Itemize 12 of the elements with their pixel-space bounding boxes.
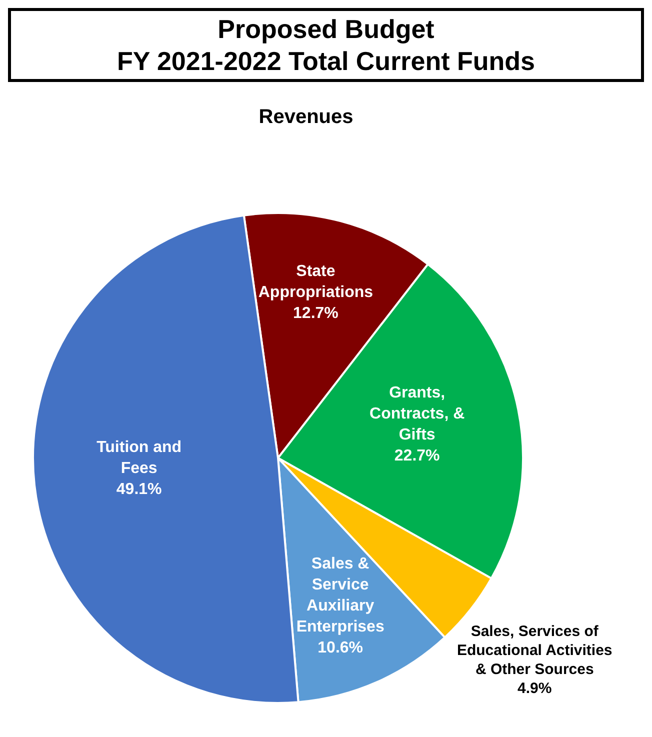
data-label: 4.9%: [518, 679, 552, 696]
data-label: 10.6%: [318, 638, 364, 656]
data-label: 12.7%: [293, 304, 338, 322]
slice-label: Sales & Service Auxiliary Enterprises: [296, 554, 384, 635]
slice-label: Tuition and Fees: [96, 438, 182, 476]
slice-label: Sales, Services of Educational Activities & Other Sources: [456, 622, 612, 678]
slice-label: State Appropriations: [258, 262, 374, 300]
chart-title: Proposed Budget FY 2021-2022 Total Current Funds: [116, 13, 536, 77]
chart-subtitle: Revenues: [258, 106, 354, 129]
data-label: 49.1%: [116, 480, 162, 498]
slice-label: Grants, Contracts, & Gifts: [370, 384, 466, 443]
data-label: 22.7%: [394, 446, 440, 464]
